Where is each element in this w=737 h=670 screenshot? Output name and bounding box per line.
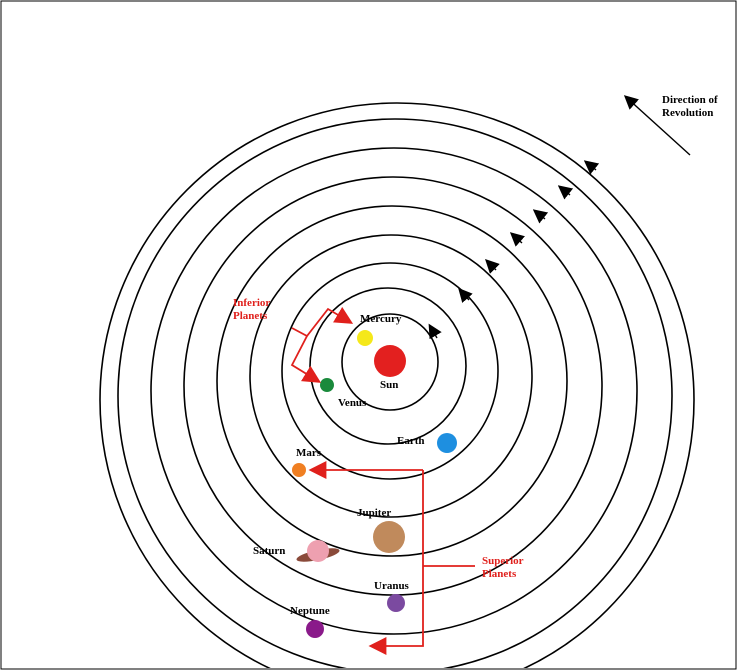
planet-label: Mercury	[360, 313, 402, 325]
sun	[374, 345, 406, 377]
planet-label: Sun	[380, 379, 398, 391]
inferior-label: Planets	[233, 310, 268, 322]
planet-label: Neptune	[290, 605, 330, 617]
saturn	[307, 540, 329, 562]
superior-label: Superior	[482, 555, 524, 567]
mars	[292, 463, 306, 477]
venus	[320, 378, 334, 392]
superior-label: Planets	[482, 568, 517, 580]
uranus	[387, 594, 405, 612]
jupiter	[373, 521, 405, 553]
direction-label: Direction of	[662, 94, 718, 106]
mercury	[357, 330, 373, 346]
direction-label: Revolution	[662, 107, 713, 119]
planet-label: Mars	[296, 447, 322, 459]
neptune	[306, 620, 324, 638]
solar-system-diagram: Direction of Revolution Sun Mercury Venu…	[0, 0, 737, 670]
planet-label: Saturn	[253, 545, 285, 557]
planet-label: Venus	[338, 397, 367, 409]
planet-label: Earth	[397, 435, 425, 447]
planet-label: Uranus	[374, 580, 410, 592]
inferior-label: Inferior	[233, 297, 270, 309]
planet-label: Jupiter	[357, 507, 391, 519]
earth	[437, 433, 457, 453]
